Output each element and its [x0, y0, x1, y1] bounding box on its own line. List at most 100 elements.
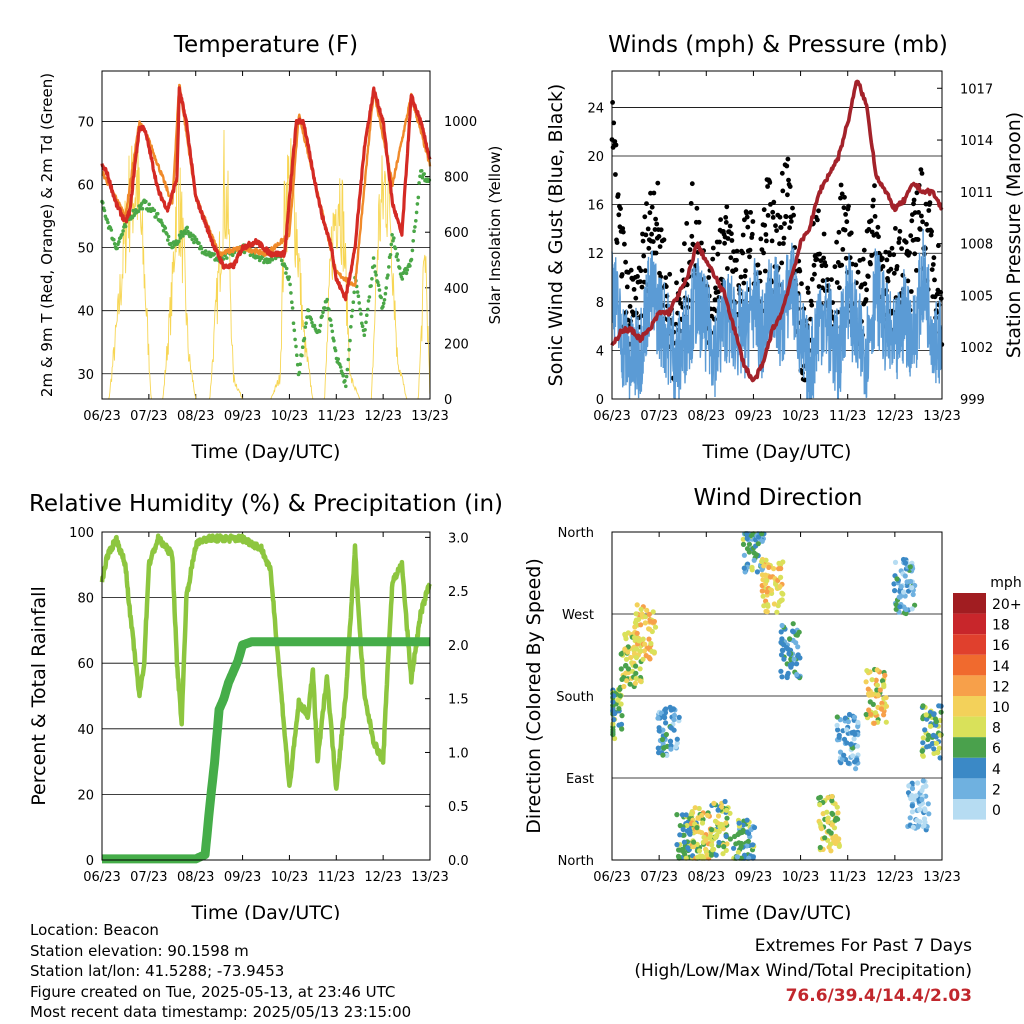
x-tick-label: 12/23: [364, 409, 401, 424]
direction-point: [829, 798, 835, 804]
direction-point: [834, 804, 840, 810]
y-tick-label: 0: [86, 854, 94, 869]
gust-point: [689, 181, 695, 187]
y-tick-label: 100: [69, 526, 94, 541]
gust-point: [781, 241, 786, 246]
gust-point: [687, 247, 693, 253]
direction-point: [660, 752, 666, 758]
y-tick-label: 60: [77, 657, 94, 672]
y-tick-label: 0: [596, 393, 604, 408]
gust-point: [918, 167, 924, 173]
direction-point: [652, 624, 659, 630]
direction-point: [841, 752, 847, 758]
gust-point: [777, 214, 783, 220]
x-axis-label: Time (Day/UTC): [191, 441, 341, 463]
panel-1: Winds (mph) & Pressure (mb) Time (Day/UTC…: [545, 32, 1024, 463]
direction-point: [648, 640, 654, 647]
dewpoint-point: [152, 208, 157, 213]
gust-point: [834, 239, 839, 245]
dewpoint-point: [333, 348, 338, 353]
chart-title: Wind Direction: [693, 485, 862, 511]
gust-point: [823, 263, 829, 269]
dewpoint-point: [386, 273, 390, 278]
gust-point: [779, 260, 785, 266]
gust-point: [834, 280, 840, 285]
direction-point: [834, 714, 840, 720]
gust-point: [717, 239, 722, 245]
direction-point: [723, 847, 729, 854]
gust-point: [871, 197, 876, 203]
direction-point: [664, 752, 670, 759]
gust-point: [640, 238, 646, 244]
y2-tick-label: 1000: [444, 115, 477, 130]
direction-point: [920, 784, 926, 790]
direction-point: [837, 749, 844, 755]
y-tick-label: 4: [596, 344, 604, 359]
dewpoint-point: [414, 219, 418, 223]
gust-point: [888, 266, 894, 272]
direction-point: [616, 706, 622, 712]
y-axis-label: 2m & 9m T (Red, Orange) & 2m Td (Green): [38, 73, 56, 397]
direction-point: [732, 833, 738, 840]
dewpoint-point: [320, 314, 324, 318]
x-tick-label: 08/23: [177, 870, 214, 885]
direction-point: [759, 588, 765, 594]
direction-point: [781, 656, 787, 662]
direction-point: [615, 697, 621, 703]
gust-point: [809, 302, 815, 308]
gust-point: [613, 172, 618, 177]
gust-point: [840, 247, 846, 252]
direction-point: [711, 846, 717, 852]
dewpoint-point: [356, 294, 361, 299]
x-tick-label: 09/23: [735, 870, 772, 885]
gust-point: [643, 268, 648, 274]
direction-point: [618, 666, 624, 672]
dewpoint-point: [291, 321, 296, 326]
direction-point: [623, 656, 630, 662]
y2-tick-label: 1002: [960, 341, 993, 356]
direction-point: [723, 833, 729, 839]
direction-point: [795, 644, 801, 650]
direction-point: [675, 853, 682, 860]
y-tick-label: 80: [77, 592, 94, 607]
direction-point: [771, 566, 777, 572]
dewpoint-point: [166, 234, 171, 239]
direction-point: [718, 804, 725, 810]
direction-point: [774, 609, 780, 615]
gust-point: [764, 238, 769, 244]
dewpoint-point: [420, 175, 425, 180]
direction-point: [637, 678, 643, 684]
colorbar-swatch: [953, 613, 986, 635]
direction-point: [612, 710, 618, 717]
gust-point: [897, 236, 902, 242]
dewpoint-point: [310, 320, 314, 325]
dewpoint-point: [192, 240, 196, 245]
gust-point: [757, 270, 763, 276]
gust-point: [682, 241, 687, 247]
gust-point: [742, 273, 748, 279]
panel-3: Wind Direction Time (Day/UTC) Direction (C…: [523, 485, 1022, 920]
gust-point: [865, 274, 871, 279]
direction-point: [663, 731, 670, 738]
gust-point: [627, 304, 633, 309]
gust-point: [755, 262, 761, 268]
direction-point: [617, 686, 623, 692]
direction-point: [795, 652, 801, 658]
direction-point: [637, 638, 643, 644]
gust-point: [927, 200, 933, 206]
direction-point: [746, 541, 753, 547]
direction-point: [822, 835, 828, 841]
dewpoint-point: [370, 277, 374, 281]
dewpoint-point: [365, 313, 369, 318]
gust-point: [635, 274, 640, 279]
gust-point: [723, 215, 729, 220]
colorbar-swatch: [953, 757, 986, 779]
direction-point: [625, 649, 631, 655]
gust-point: [844, 219, 850, 225]
direction-point: [925, 732, 932, 739]
gust-point: [699, 240, 704, 246]
gust-point: [652, 227, 658, 232]
direction-point: [920, 703, 926, 709]
dewpoint-point: [300, 345, 305, 350]
dewpoint-point: [376, 280, 380, 285]
